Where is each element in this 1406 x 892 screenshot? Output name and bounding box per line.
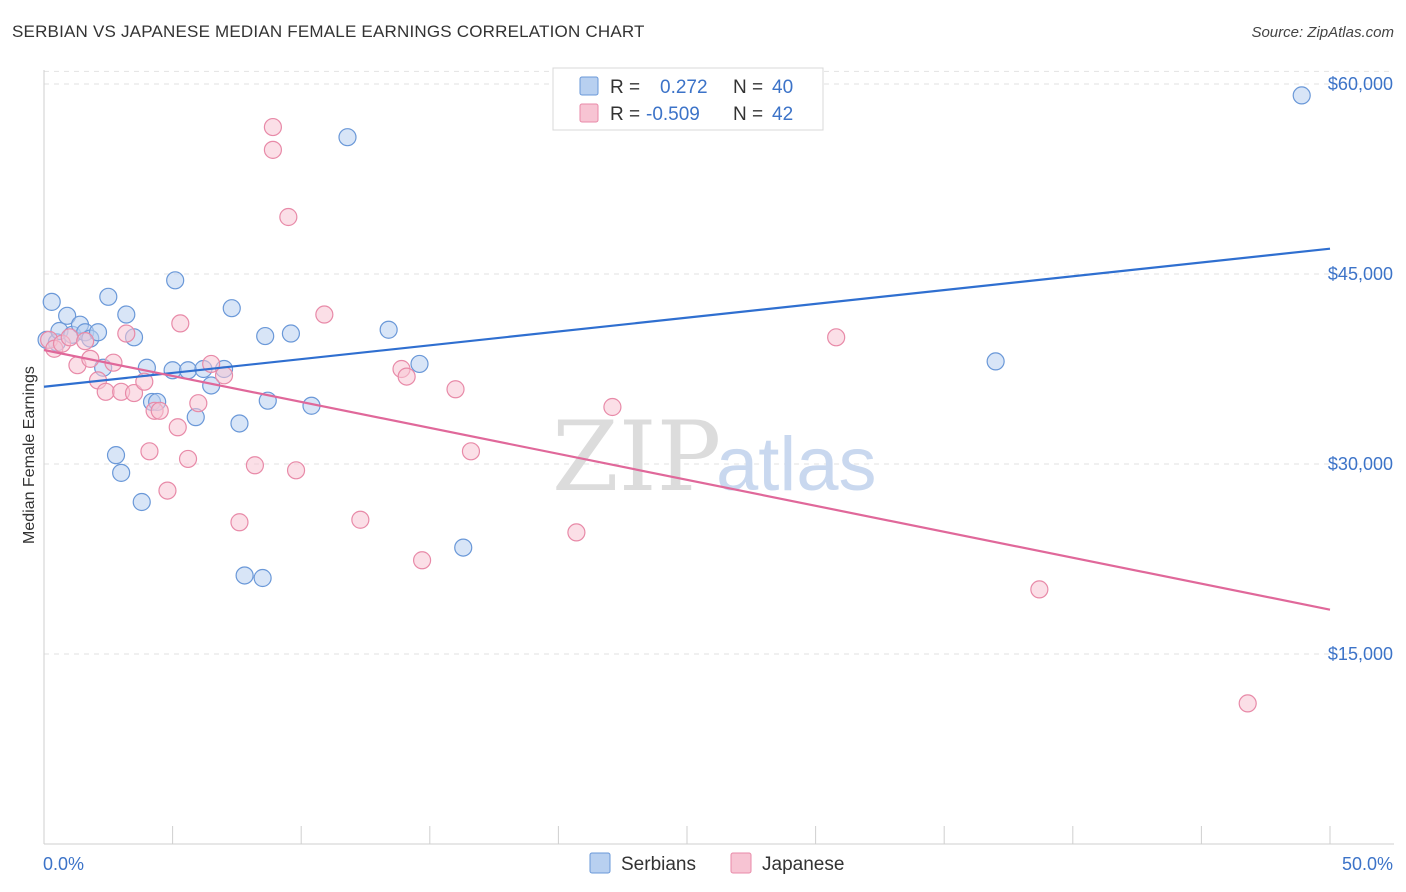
point-serbians-39 <box>986 352 1005 371</box>
trend-line-serbians <box>43 247 1331 388</box>
point-serbians-40 <box>1292 86 1311 105</box>
point-japanese-3 <box>60 328 79 347</box>
correlation-legend: R = 0.272 N = 40 R = -0.509 N = 42 <box>552 67 824 131</box>
point-serbians-11 <box>99 287 118 306</box>
point-japanese-24 <box>230 513 249 532</box>
point-japanese-23 <box>214 366 234 385</box>
point-serbians-16 <box>132 492 151 512</box>
legend-r-value-serbians: 0.272 <box>660 77 708 98</box>
series-legend-swatch-japanese <box>730 852 752 874</box>
point-japanese-37 <box>567 523 586 542</box>
legend-n-label-serbians: N = <box>733 77 763 98</box>
point-japanese-39 <box>827 328 846 347</box>
x-tick-labels: 0.0% 50.0% <box>43 854 1393 874</box>
point-japanese-18 <box>168 418 187 437</box>
point-serbians-31 <box>256 326 275 346</box>
series-legend-label-serbians: Serbians <box>621 854 696 875</box>
point-serbians-9 <box>88 323 108 342</box>
point-serbians-12 <box>106 446 126 465</box>
y-tick-labels: $15,000 $30,000 $45,000 $60,000 <box>1328 74 1393 664</box>
legend-r-value-japanese: -0.509 <box>646 104 700 125</box>
point-japanese-34 <box>412 551 432 570</box>
point-serbians-14 <box>117 305 136 324</box>
y-tick-label-3: $60,000 <box>1328 74 1393 94</box>
point-japanese-40 <box>1030 580 1049 599</box>
point-serbians-21 <box>166 271 185 290</box>
legend-r-label-japanese: R = <box>610 104 640 125</box>
point-serbians-13 <box>112 463 131 482</box>
point-japanese-41 <box>1238 694 1257 713</box>
point-japanese-29 <box>286 461 306 480</box>
point-serbians-37 <box>410 354 429 374</box>
series-legend-label-japanese: Japanese <box>762 854 844 875</box>
point-serbians-27 <box>222 299 241 318</box>
trend-lines <box>43 247 1331 611</box>
legend-n-value-serbians: 40 <box>772 77 793 98</box>
series-legend-swatch-serbians <box>589 852 611 874</box>
legend-swatch-serbians <box>579 76 599 96</box>
point-japanese-36 <box>461 442 481 461</box>
point-serbians-29 <box>235 566 254 585</box>
point-serbians-36 <box>379 320 398 339</box>
watermark: ZIP atlas <box>552 401 877 513</box>
point-japanese-31 <box>351 510 370 529</box>
series-legend: Serbians Japanese <box>589 852 844 875</box>
point-japanese-33 <box>397 367 416 386</box>
point-serbians-1 <box>42 292 61 311</box>
data-points <box>37 86 1311 713</box>
point-serbians-35 <box>338 128 357 147</box>
point-japanese-27 <box>263 140 283 159</box>
x-tick-label-1: 50.0% <box>1342 854 1393 874</box>
point-japanese-19 <box>171 314 190 333</box>
point-japanese-20 <box>178 449 198 469</box>
legend-swatch-japanese <box>579 103 599 123</box>
point-serbians-38 <box>454 538 473 557</box>
point-japanese-11 <box>117 324 136 343</box>
watermark-zip: ZIP <box>552 401 721 513</box>
point-japanese-21 <box>189 394 208 413</box>
point-japanese-38 <box>603 397 622 417</box>
point-japanese-16 <box>150 401 169 420</box>
point-japanese-30 <box>315 305 334 324</box>
point-japanese-8 <box>96 382 115 401</box>
y-tick-label-1: $30,000 <box>1328 454 1393 474</box>
point-japanese-26 <box>263 117 283 137</box>
legend-n-label-japanese: N = <box>733 104 763 125</box>
point-serbians-28 <box>230 414 249 433</box>
x-tick-label-0: 0.0% <box>43 854 84 874</box>
point-japanese-14 <box>140 442 159 461</box>
chart-source: Source: ZipAtlas.com <box>1251 24 1394 41</box>
point-japanese-35 <box>446 380 465 399</box>
point-japanese-12 <box>124 383 144 403</box>
point-japanese-25 <box>245 456 265 475</box>
point-serbians-33 <box>281 324 301 343</box>
trend-line-japanese <box>43 348 1331 611</box>
point-japanese-28 <box>279 207 298 227</box>
point-japanese-5 <box>76 332 95 351</box>
axes <box>43 70 1394 845</box>
watermark-atlas: atlas <box>716 422 877 507</box>
point-serbians-4 <box>58 306 77 325</box>
chart-title: SERBIAN VS JAPANESE MEDIAN FEMALE EARNIN… <box>12 22 645 41</box>
point-serbians-30 <box>253 568 272 588</box>
legend-r-label-serbians: R = <box>610 77 640 98</box>
y-tick-label-0: $15,000 <box>1328 644 1393 664</box>
point-japanese-17 <box>158 481 177 500</box>
y-tick-label-2: $45,000 <box>1328 264 1393 284</box>
legend-n-value-japanese: 42 <box>772 104 793 125</box>
